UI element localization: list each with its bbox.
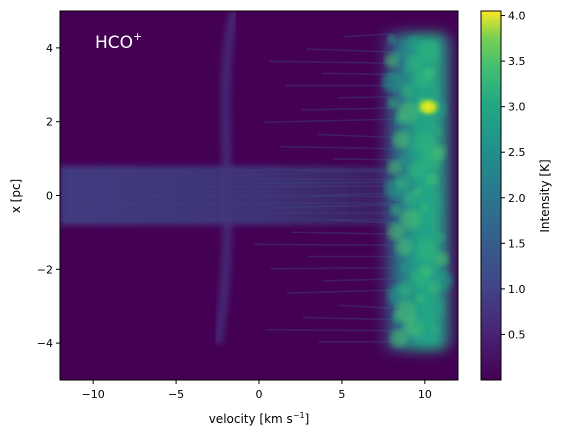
emission-clump (397, 282, 413, 297)
emission-clump (423, 67, 436, 79)
y-tick-label: −2 (37, 263, 53, 276)
emission-clump (392, 131, 411, 149)
plot-area: −10 −5 0 5 10 −4 −2 0 2 4 HCO+ velocity [km s−1]… (9, 10, 459, 426)
emission-clump (421, 328, 436, 343)
y-axis: −4 −2 0 2 4 (37, 42, 60, 350)
colorbar-tick-label: 1.0 (508, 283, 526, 296)
x-axis-label: velocity [km s−1] (209, 411, 310, 426)
emission-clump (416, 114, 431, 129)
colorbar: 0.5 1.0 1.5 2.0 2.5 3.0 3.5 4.0 Intensity [K] (480, 10, 552, 381)
emission-clump (395, 175, 410, 190)
emission-clump (431, 144, 447, 160)
annotation-label: HCO+ (95, 30, 142, 53)
colorbar-tick-label: 3.5 (508, 55, 526, 68)
emission-clump (395, 300, 416, 322)
emission-clump (423, 192, 442, 210)
emission-clump (387, 97, 399, 109)
emission-clump (397, 157, 406, 166)
x-tick-label: −10 (82, 388, 105, 401)
emission-clump (434, 126, 443, 135)
emission-clump (400, 264, 409, 273)
emission-clump (418, 221, 434, 236)
emission-clump (426, 173, 438, 186)
emission-clump (397, 102, 419, 123)
emission-clump (384, 53, 400, 68)
emission-clump (387, 222, 405, 241)
emission-clump (400, 208, 422, 230)
emission-wisp (259, 181, 394, 185)
colorbar-tick-label: 2.5 (508, 146, 526, 159)
emission-clump (400, 83, 415, 99)
emission-wisp (343, 33, 394, 38)
colorbar-tick-label: 4.0 (508, 10, 526, 23)
emission-clump (387, 160, 402, 175)
emission-clump (403, 190, 418, 206)
x-tick-label: 0 (256, 388, 263, 401)
emission-clump (431, 325, 440, 334)
emission-wisp (254, 243, 394, 247)
emission-wisp (286, 289, 394, 294)
y-tick-label: 0 (46, 190, 53, 203)
x-tick-label: −5 (168, 388, 184, 401)
emission-wisp (291, 231, 394, 235)
emission-clump (413, 132, 435, 154)
emission-clump (405, 235, 417, 247)
x-axis: −10 −5 0 5 10 (82, 380, 432, 401)
emission-clump (434, 251, 449, 267)
emission-clump (389, 329, 408, 348)
emission-filament (212, 11, 239, 344)
heatmap-marks (60, 11, 454, 351)
emission-clump (431, 269, 453, 291)
emission-wisp (275, 203, 394, 209)
emission-clump (426, 299, 445, 317)
emission-clump (418, 40, 440, 62)
emission-clump (437, 233, 446, 242)
colorbar-tick-label: 3.0 (508, 101, 526, 114)
emission-clump (416, 294, 425, 303)
colorbar-gradient (481, 11, 501, 380)
emission-wisp (270, 266, 394, 270)
emission-clump (413, 187, 422, 196)
x-tick-label: 10 (418, 388, 432, 401)
emission-clump (405, 54, 424, 73)
emission-wisp (265, 328, 394, 332)
emission-clump (416, 239, 437, 261)
x-tick-label: 5 (338, 388, 345, 401)
emission-clump (387, 35, 396, 44)
emission-clump (421, 265, 433, 277)
emission-clump (382, 71, 403, 93)
colorbar-tick-label: 0.5 (508, 328, 526, 341)
emission-wisp (264, 118, 394, 123)
emission-wisp (280, 145, 394, 150)
emission-clump (395, 50, 404, 59)
emission-peak (414, 95, 443, 118)
y-tick-label: −4 (37, 337, 53, 350)
colorbar-tick-label: 2.0 (508, 192, 526, 205)
colorbar-frame (480, 10, 502, 381)
y-axis-label: x [pc] (9, 179, 23, 214)
colorbar-ticks: 0.5 1.0 1.5 2.0 2.5 3.0 3.5 4.0 (501, 10, 526, 341)
emission-clump (408, 161, 426, 180)
y-tick-label: 4 (46, 42, 53, 55)
emission-wisp (269, 60, 394, 64)
heatmap-image (60, 11, 458, 380)
emission-clump (408, 36, 420, 48)
emission-clump (413, 312, 428, 328)
y-tick-label: 2 (46, 116, 53, 129)
colorbar-label: Intensity [K] (538, 159, 552, 232)
emission-clump (389, 204, 402, 216)
colorbar-tick-label: 1.5 (508, 237, 526, 250)
